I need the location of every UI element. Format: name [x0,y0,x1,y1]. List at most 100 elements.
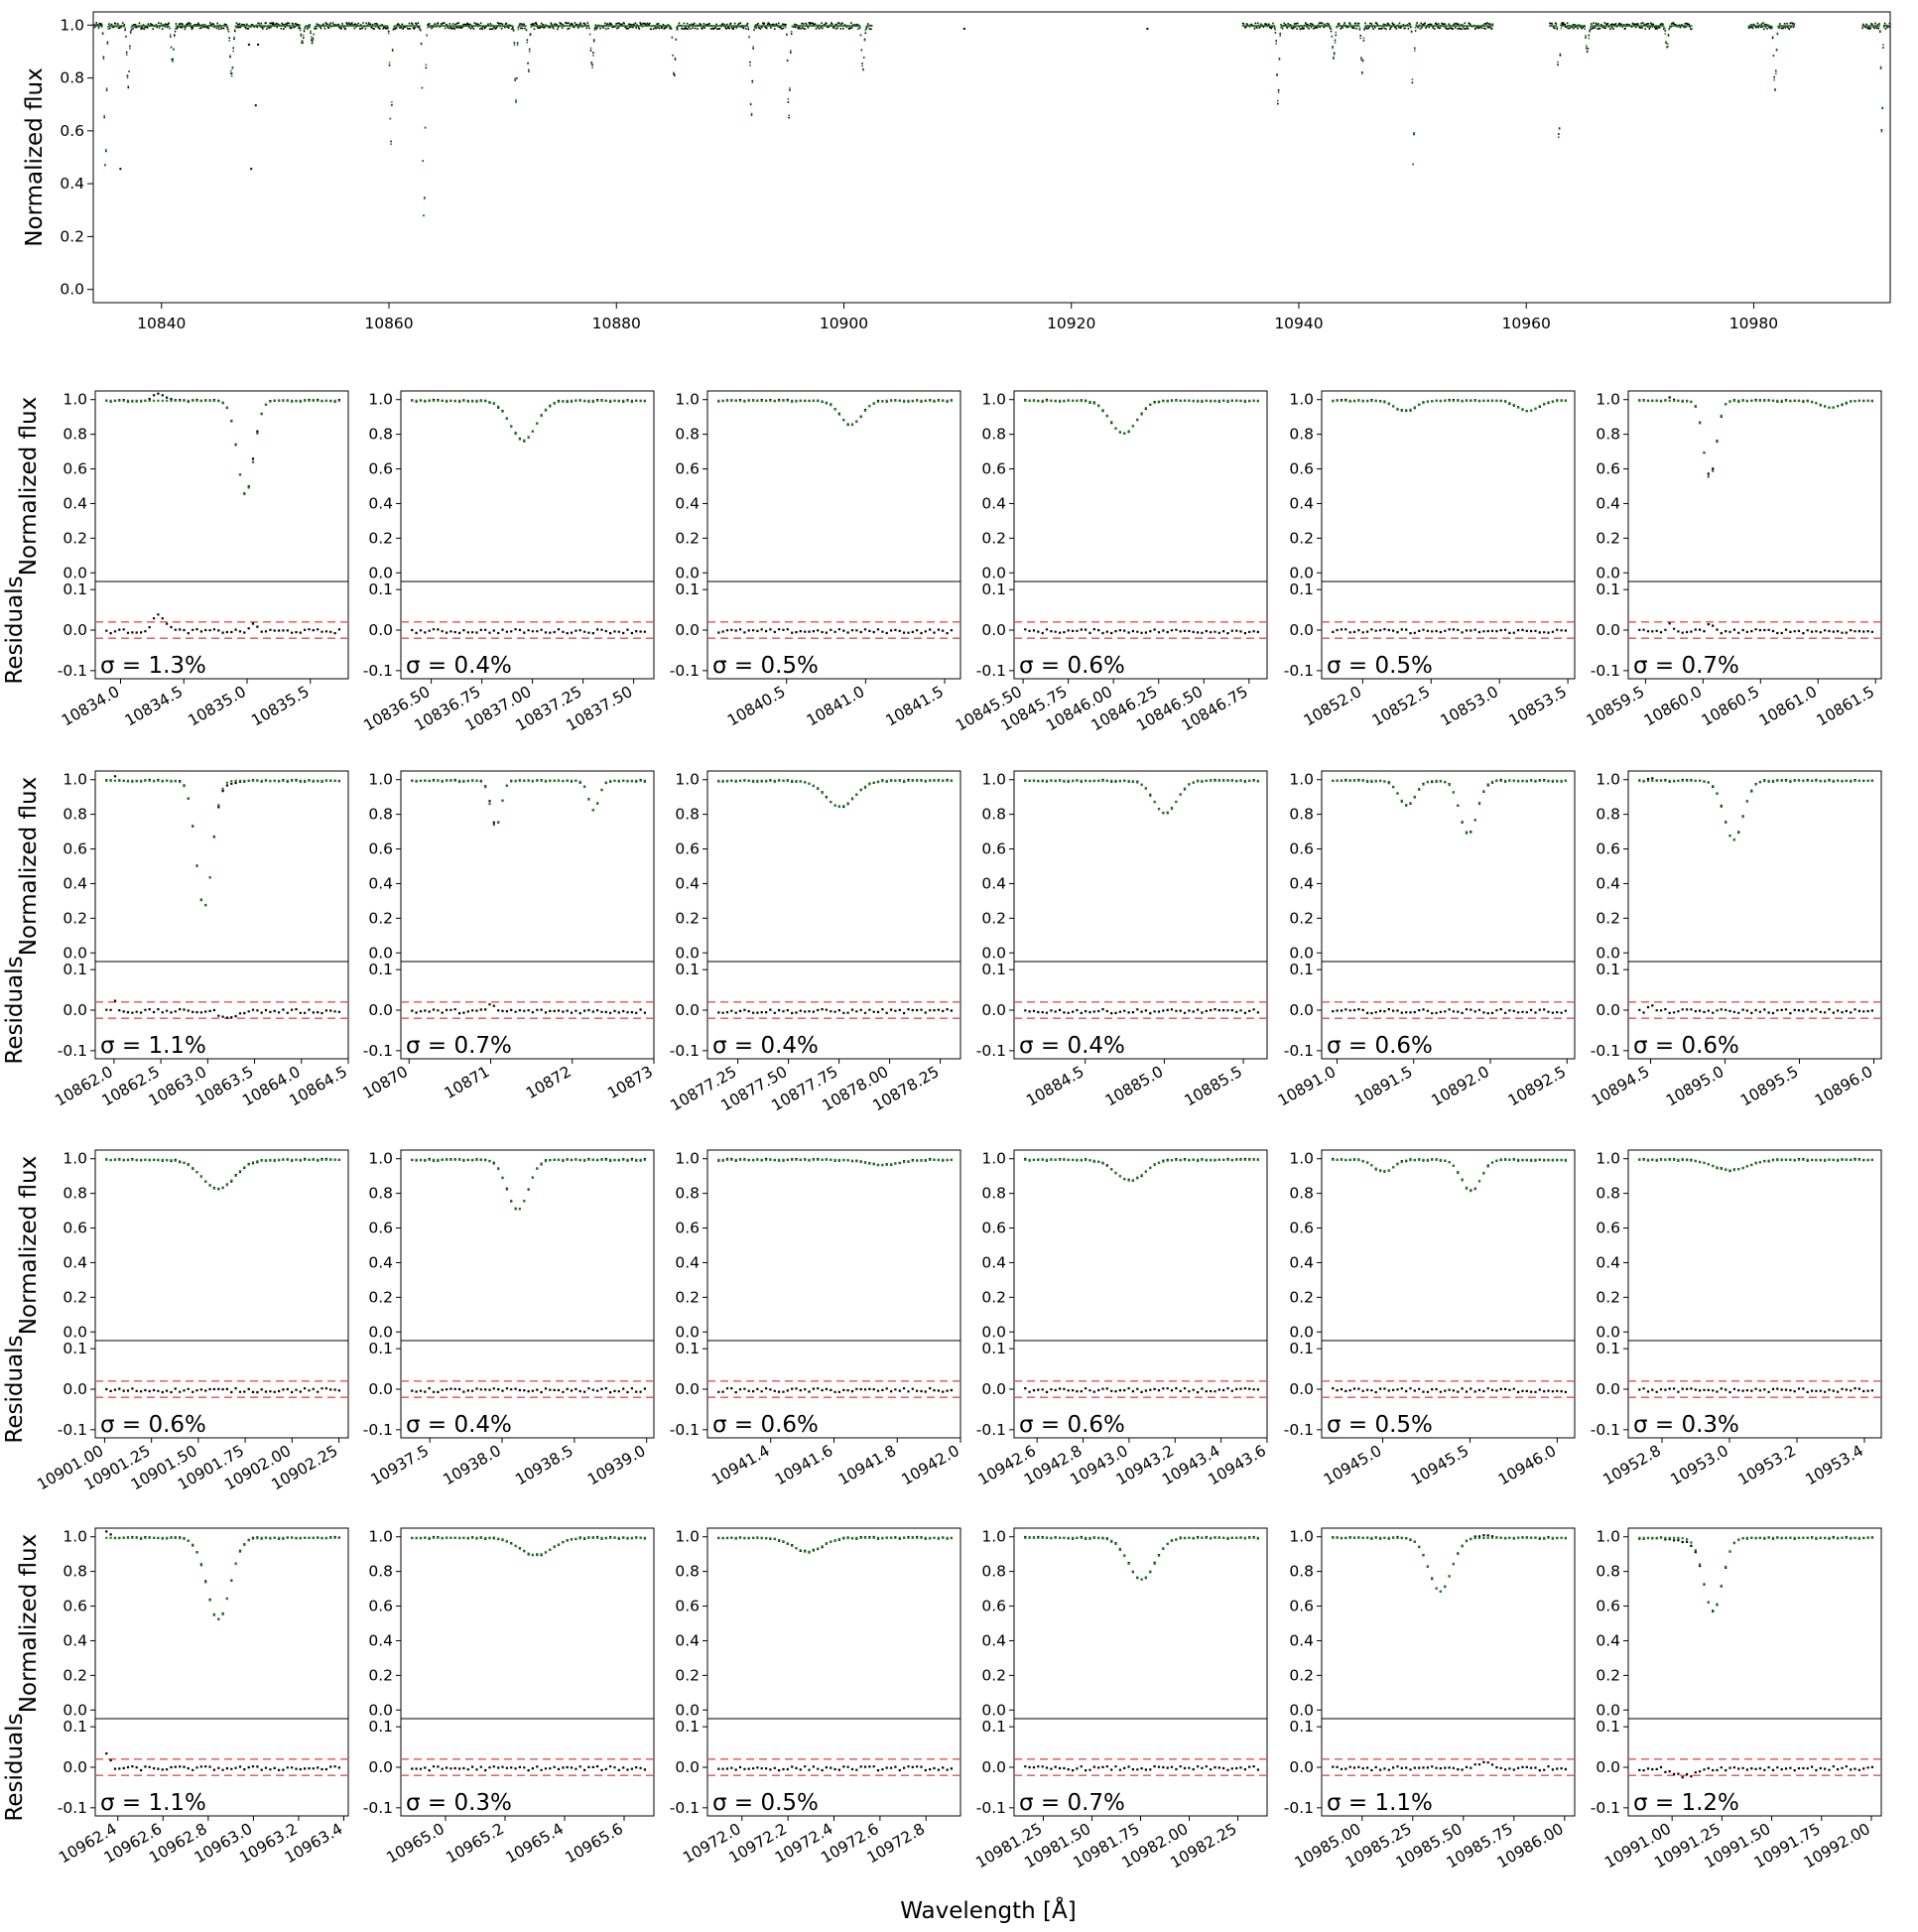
residual-y-tick-label: 0.0 [1596,1380,1620,1398]
overview-x-tick-label: 10880 [592,315,641,332]
residual-points [1332,1387,1567,1394]
overview-x-tick-label: 10980 [1729,315,1778,332]
flux-y-tick-label: 1.0 [675,771,700,789]
flux-y-axis-label: Normalized flux [16,777,42,956]
residual-points [717,1765,953,1772]
residual-y-tick-label: 0.0 [63,1380,87,1398]
sigma-label: σ = 0.4% [406,653,512,679]
flux-y-tick-label: 0.4 [63,874,87,892]
residual-y-tick-label: 0.0 [368,1380,393,1398]
flux-y-tick-label: 0.6 [368,840,393,858]
flux-y-tick-label: 0.2 [981,1288,1006,1306]
flux-y-tick-label: 0.0 [1596,1701,1620,1719]
flux-y-tick-label: 1.0 [981,771,1006,789]
flux-y-tick-label: 0.8 [1596,426,1620,444]
flux-y-tick-label: 0.4 [675,494,700,512]
residual-y-tick-label: 0.1 [1596,1718,1620,1736]
residual-y-tick-label: 0.0 [981,1758,1006,1776]
flux-y-tick-label: 1.0 [981,391,1006,409]
sigma-label: σ = 1.3% [100,653,206,679]
flux-y-tick-label: 0.0 [1289,944,1314,962]
flux-y-tick-label: 0.4 [1289,1631,1314,1649]
flux-y-tick-label: 0.8 [1289,1185,1314,1203]
residual-y-axis-label: Residuals [2,576,28,684]
residual-y-tick-label: 0.0 [1289,621,1314,639]
flux-y-tick-label: 0.0 [1596,564,1620,581]
residual-y-tick-label: 0.1 [63,961,87,978]
flux-y-tick-label: 1.0 [1596,771,1620,789]
residual-y-tick-label: 0.1 [1289,1718,1314,1736]
residual-y-tick-label: 0.0 [675,1380,700,1398]
flux-y-tick-label: 0.6 [981,1220,1006,1237]
residual-points [1024,1387,1259,1394]
flux-y-tick-label: 0.6 [675,1598,700,1615]
flux-y-tick-label: 1.0 [368,771,393,789]
flux-y-tick-label: 0.0 [63,1323,87,1341]
flux-y-tick-label: 0.0 [63,1701,87,1719]
flux-y-tick-label: 0.0 [63,944,87,962]
overview-y-tick-label: 1.0 [60,16,84,34]
residual-y-tick-label: 0.0 [1289,1380,1314,1398]
flux-y-tick-label: 0.8 [981,1563,1006,1581]
residual-y-tick-label: 0.0 [368,1758,393,1776]
residual-y-tick-label: -0.1 [363,1042,393,1060]
flux-y-tick-label: 1.0 [63,1528,87,1546]
flux-y-axis-label: Normalized flux [16,1156,42,1335]
flux-y-tick-label: 0.6 [1596,460,1620,478]
flux-y-tick-label: 0.6 [63,1598,87,1615]
flux-y-tick-label: 0.4 [1289,494,1314,512]
sigma-label: σ = 0.4% [1019,1033,1125,1059]
residual-y-tick-label: -0.1 [58,1042,87,1060]
residual-y-tick-label: -0.1 [976,1421,1006,1439]
flux-y-tick-label: 1.0 [675,391,700,409]
flux-y-tick-label: 0.2 [1289,909,1314,927]
residual-y-tick-label: 0.1 [368,961,393,978]
residual-y-tick-label: 0.1 [675,1340,700,1357]
residual-y-tick-label: 0.1 [1596,580,1620,598]
residual-y-tick-label: 0.1 [675,1718,700,1736]
flux-y-tick-label: 0.0 [981,1701,1006,1719]
residual-points [1638,1387,1873,1394]
overview-y-axis-label: Normalized flux [22,67,48,246]
residual-y-tick-label: 0.0 [981,1001,1006,1019]
flux-y-tick-label: 0.6 [368,1220,393,1237]
residual-y-tick-label: 0.0 [981,1380,1006,1398]
flux-y-tick-label: 0.8 [368,426,393,444]
residual-points [411,1765,646,1772]
flux-y-tick-label: 1.0 [368,1150,393,1168]
residual-y-tick-label: -0.1 [1591,1799,1620,1817]
flux-y-tick-label: 0.0 [675,564,700,581]
model-points [411,1536,646,1557]
flux-y-tick-label: 0.0 [1289,1323,1314,1341]
flux-y-tick-label: 0.0 [1289,564,1314,581]
flux-y-tick-label: 1.0 [981,1528,1006,1546]
observed-points [1024,778,1259,815]
flux-y-tick-label: 0.6 [1596,1220,1620,1237]
flux-y-tick-label: 1.0 [1596,391,1620,409]
residual-y-tick-label: 0.1 [368,1340,393,1357]
residual-y-tick-label: -0.1 [363,662,393,680]
flux-y-tick-label: 0.6 [368,460,393,478]
residual-y-tick-label: 0.1 [981,1718,1006,1736]
flux-y-tick-label: 0.8 [981,1185,1006,1203]
residual-y-tick-label: -0.1 [1284,1799,1314,1817]
overview-x-tick-label: 10900 [820,315,868,332]
residual-y-tick-label: 0.0 [1596,1758,1620,1776]
flux-y-tick-label: 0.4 [1596,1253,1620,1271]
flux-y-tick-label: 1.0 [1289,771,1314,789]
residual-points [1024,1008,1259,1015]
residual-y-axis-label: Residuals [2,1335,28,1443]
sigma-label: σ = 0.6% [712,1412,819,1438]
flux-y-tick-label: 1.0 [981,1150,1006,1168]
flux-y-tick-label: 0.2 [1289,1666,1314,1684]
overview-frame [92,11,1891,304]
observed-points [1332,1157,1567,1192]
overview-y-tick-label: 0.6 [60,122,84,140]
sigma-label: σ = 0.5% [712,1790,819,1816]
residual-y-tick-label: 0.0 [675,1001,700,1019]
residual-y-tick-label: -0.1 [1284,1421,1314,1439]
flux-y-tick-label: 0.6 [1289,1220,1314,1237]
flux-y-tick-label: 0.2 [675,529,700,547]
sigma-label: σ = 1.1% [1327,1790,1433,1816]
